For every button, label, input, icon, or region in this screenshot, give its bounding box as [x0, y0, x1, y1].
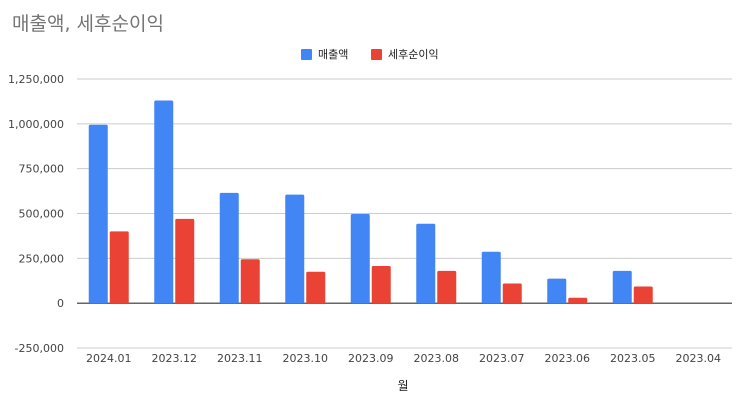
- legend-swatch: [371, 49, 382, 60]
- y-tick-label: 500,000: [19, 208, 65, 221]
- legend-item-revenue: 매출액: [318, 48, 348, 61]
- x-tick-label: 2023.11: [217, 352, 263, 365]
- bar-revenue: [285, 194, 305, 304]
- bar-net-income: [502, 283, 522, 304]
- bar-revenue: [481, 251, 501, 304]
- bar-revenue: [416, 223, 436, 304]
- x-axis-title: 월: [397, 379, 408, 393]
- legend-item-net-income: 세후순이익: [388, 48, 439, 61]
- legend-swatch: [301, 49, 312, 60]
- bar-revenue: [350, 214, 370, 304]
- x-tick-label: 2024.01: [86, 352, 132, 365]
- x-tick-label: 2023.06: [545, 352, 591, 365]
- axes: -250,000 0 250,000 500,000 750,000 1,000,000 1…: [8, 73, 721, 365]
- y-tick-label: 0: [57, 297, 64, 310]
- chart-title: 매출액, 세후순이익: [12, 13, 164, 35]
- bar-revenue: [154, 100, 174, 304]
- y-tick-label: 1,250,000: [8, 73, 64, 86]
- bar-net-income: [175, 218, 195, 304]
- bar-net-income: [109, 231, 129, 304]
- x-tick-label: 2023.04: [676, 352, 722, 365]
- y-tick-label: -250,000: [15, 342, 64, 355]
- bar-net-income: [633, 286, 653, 304]
- y-tick-label: 1,000,000: [8, 118, 64, 131]
- bar-net-income: [568, 297, 588, 304]
- bar-revenue: [88, 124, 108, 304]
- x-tick-label: 2023.12: [152, 352, 198, 365]
- bar-revenue: [612, 270, 632, 304]
- x-tick-label: 2023.10: [283, 352, 329, 365]
- x-tick-label: 2023.05: [610, 352, 656, 365]
- legend: 매출액 세후순이익: [301, 48, 439, 61]
- bar-revenue: [547, 278, 567, 304]
- bars: [88, 100, 653, 304]
- bar-net-income: [306, 271, 326, 304]
- x-tick-label: 2023.08: [414, 352, 460, 365]
- gridlines: [77, 78, 732, 349]
- x-tick-label: 2023.07: [479, 352, 525, 365]
- bar-net-income: [240, 259, 260, 304]
- bar-revenue: [219, 192, 239, 304]
- y-tick-label: 750,000: [19, 163, 65, 176]
- x-tick-label: 2023.09: [348, 352, 394, 365]
- bar-net-income: [371, 266, 391, 304]
- y-tick-label: 250,000: [19, 252, 65, 265]
- bar-net-income: [437, 270, 457, 304]
